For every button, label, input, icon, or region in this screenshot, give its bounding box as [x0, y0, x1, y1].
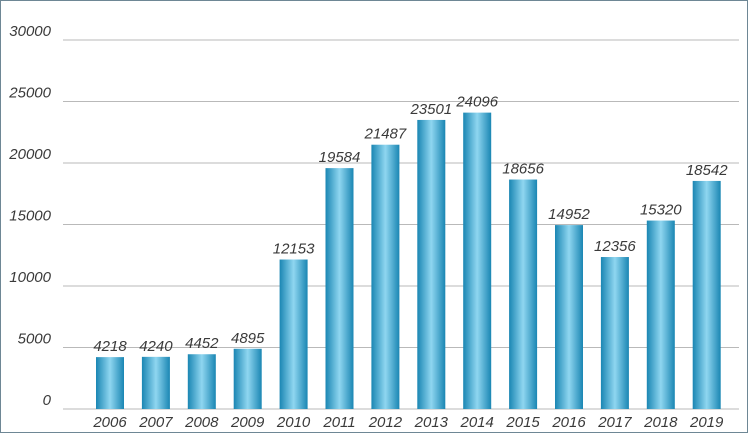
bar-2011 [325, 168, 354, 409]
x-tick-label-2019: 2019 [689, 414, 724, 431]
data-label-2006: 4218 [93, 338, 127, 355]
data-label-2011: 19584 [319, 149, 361, 166]
x-axis-tick-labels: 2006 2007 2008 2009 2010 2011 2012 2013 2014 2015… [92, 414, 724, 431]
x-tick-label-2012: 2012 [368, 414, 403, 431]
data-label-2012: 21487 [364, 126, 407, 143]
bar-2010 [279, 259, 308, 409]
bar-2014 [463, 112, 492, 409]
x-tick-label-2013: 2013 [414, 414, 449, 431]
x-tick-label-2008: 2008 [184, 414, 219, 431]
bar-2007 [141, 356, 170, 409]
x-tick-label-2007: 2007 [138, 414, 173, 431]
x-tick-label-2018: 2018 [643, 414, 678, 431]
y-tick-label: 30000 [9, 23, 51, 40]
y-tick-label: 10000 [9, 269, 51, 286]
data-label-2016: 14952 [548, 206, 590, 223]
bar-2016 [555, 225, 583, 409]
x-tick-label-2017: 2017 [597, 414, 632, 431]
data-label-2019: 18542 [686, 162, 728, 179]
data-label-2008: 4452 [185, 335, 219, 352]
y-tick-label: 25000 [8, 85, 51, 102]
x-tick-label-2011: 2011 [322, 414, 355, 431]
data-label-2009: 4895 [231, 330, 265, 347]
y-tick-label: 15000 [9, 208, 51, 225]
data-label-2007: 4240 [139, 338, 173, 355]
x-tick-label-2014: 2014 [460, 414, 494, 431]
data-label-2017: 12356 [594, 238, 636, 255]
data-label-2015: 18656 [502, 161, 544, 178]
x-tick-label-2010: 2010 [276, 414, 311, 431]
y-tick-label: 0 [43, 392, 52, 409]
gridlines [63, 39, 739, 410]
x-tick-label-2006: 2006 [92, 414, 127, 431]
y-axis-tick-labels: 0 5000 10000 15000 20000 25000 30000 [8, 23, 51, 409]
bar-2019 [692, 180, 721, 409]
bar-2018 [646, 220, 675, 409]
x-tick-label-2015: 2015 [505, 414, 540, 431]
bar-2013 [417, 119, 446, 410]
data-label-2010: 12153 [273, 241, 315, 258]
bar-2017 [600, 257, 629, 409]
x-tick-label-2016: 2016 [551, 414, 586, 431]
y-tick-label: 5000 [18, 331, 52, 348]
x-tick-label-2009: 2009 [230, 414, 265, 431]
data-label-2018: 15320 [640, 202, 682, 219]
bar-2008 [187, 354, 216, 409]
bar-2006 [96, 357, 124, 409]
bar-2009 [233, 348, 262, 409]
data-label-2014: 24096 [455, 94, 498, 111]
bar-2012 [371, 144, 400, 409]
data-label-2013: 23501 [409, 101, 452, 118]
bar-2015 [509, 179, 538, 409]
y-tick-label: 20000 [8, 146, 51, 163]
bars [96, 112, 721, 410]
